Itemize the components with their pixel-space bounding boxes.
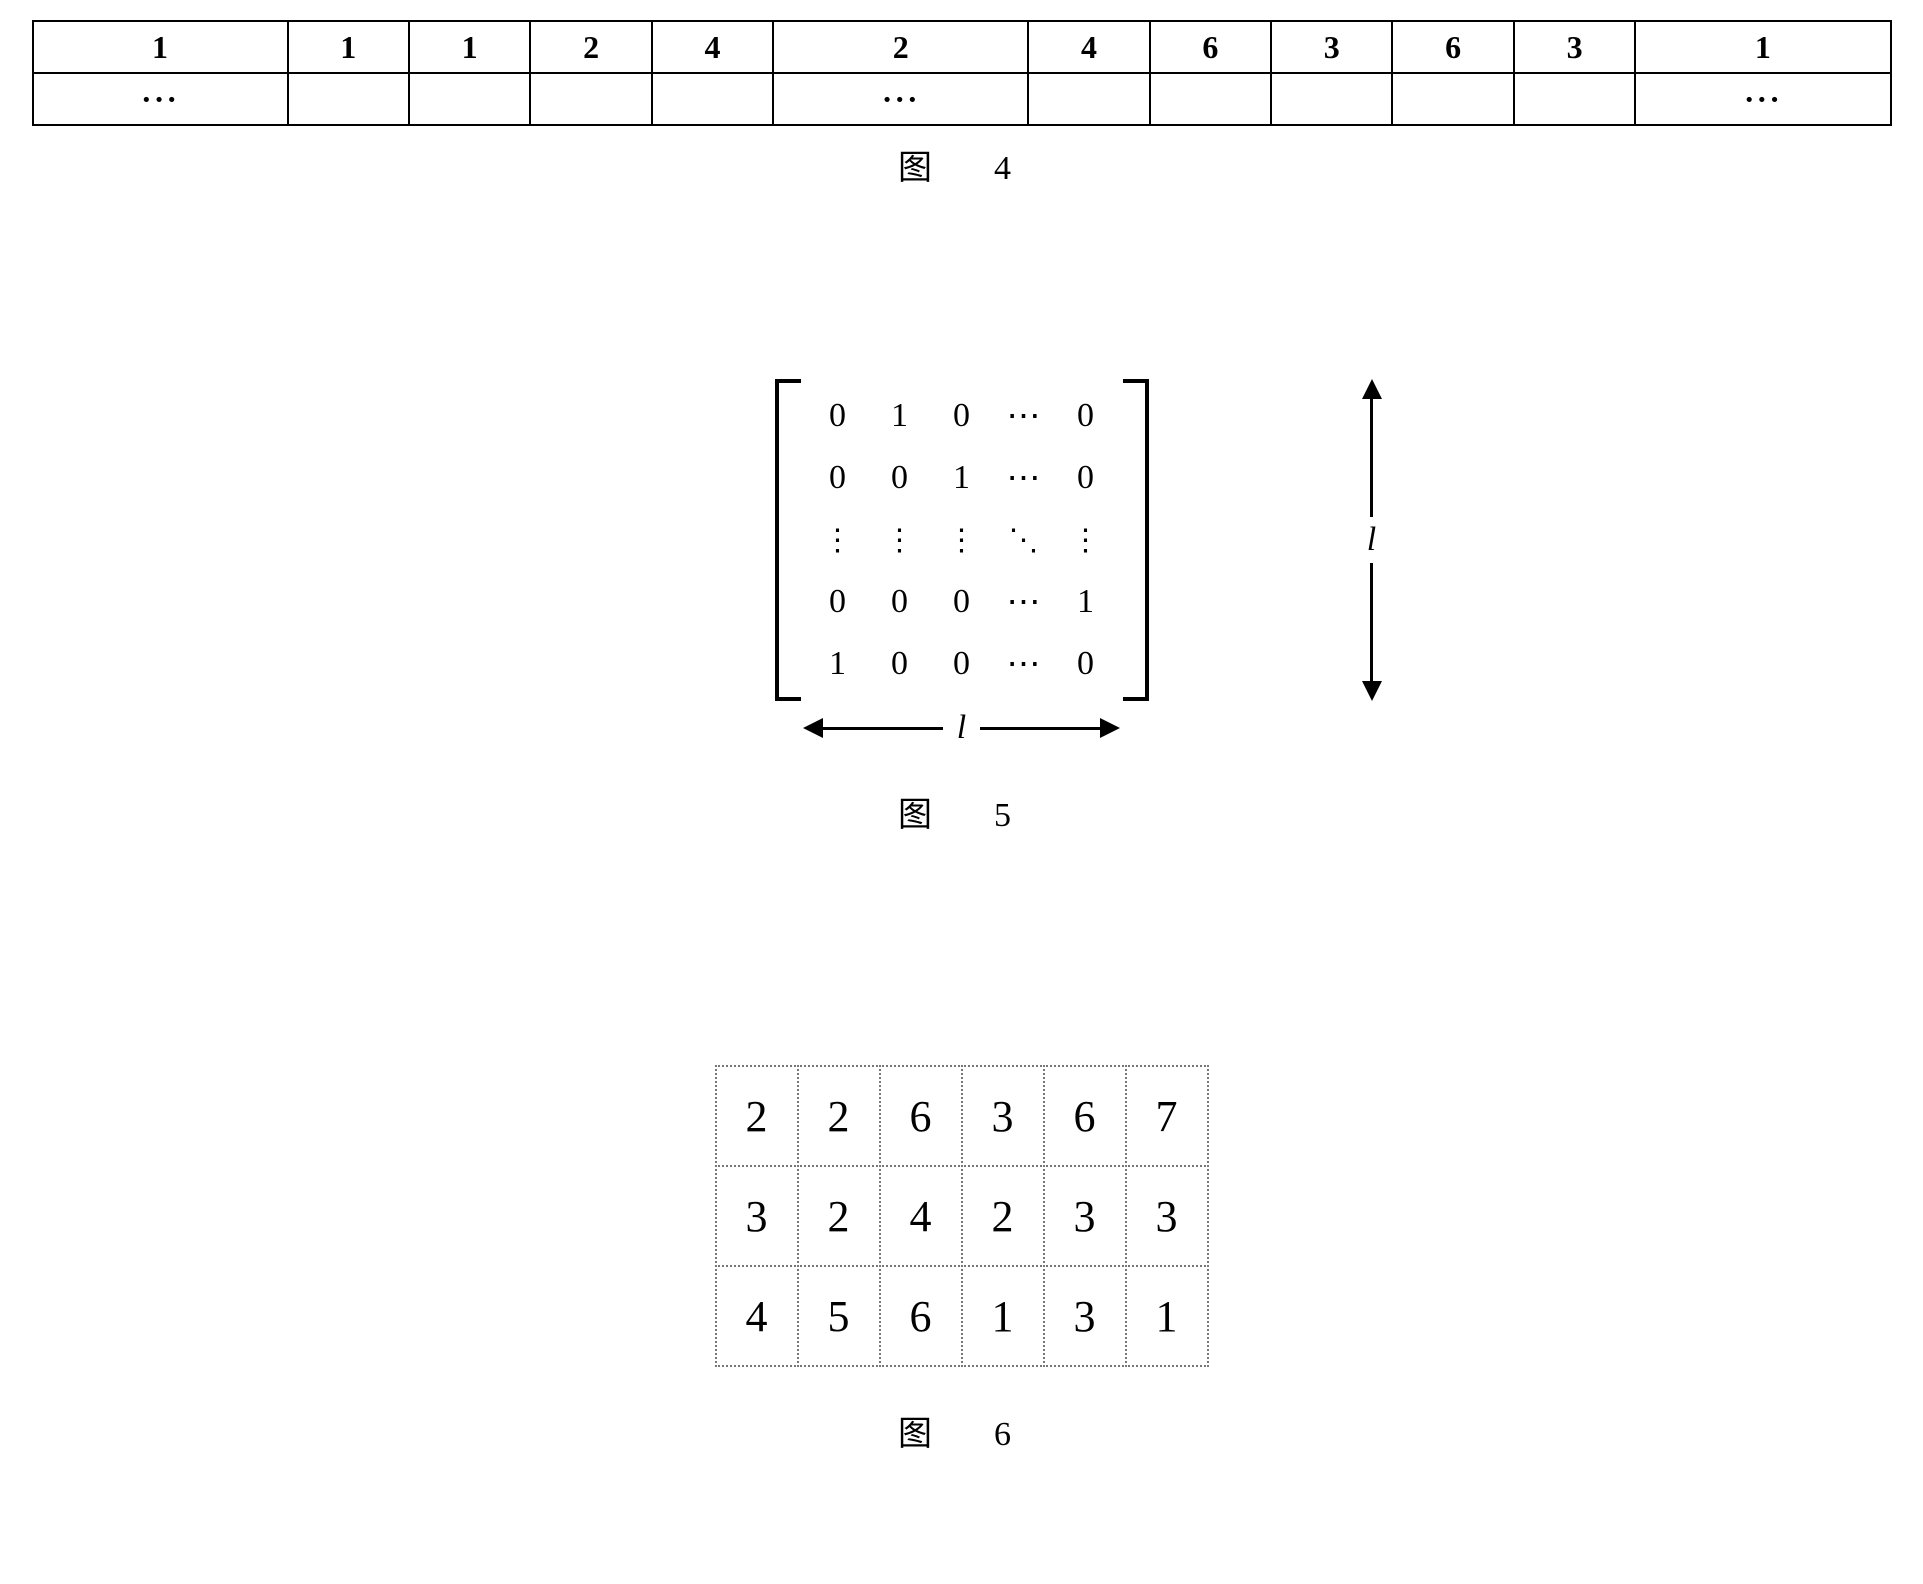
fig4-cell: 1 <box>409 21 530 73</box>
fig6-cell: 3 <box>1125 1165 1209 1267</box>
fig4-cell: 6 <box>1392 21 1513 73</box>
matrix-cell: 0 <box>931 571 993 633</box>
dimension-label: l <box>1367 517 1376 563</box>
fig4-cell <box>652 73 773 125</box>
fig4-cell: 1 <box>1635 21 1890 73</box>
matrix-cell: ⋯ <box>993 633 1055 695</box>
fig4-cell <box>530 73 651 125</box>
arrow-right-icon <box>1100 718 1120 738</box>
fig4-cell: ··· <box>33 73 288 125</box>
matrix-cell: 0 <box>807 385 869 447</box>
right-bracket-icon <box>1127 379 1149 701</box>
fig5-matrix-grid: 0 1 0 ⋯ 0 0 0 1 ⋯ 0 ⋮ ⋮ ⋮ ⋱ ⋮ 0 0 0 ⋯ 1 <box>797 379 1127 701</box>
fig6: 2 2 6 3 6 7 3 2 4 2 3 3 4 5 6 1 3 1 图 6 <box>702 1066 1222 1455</box>
matrix-cell: 1 <box>869 385 931 447</box>
fig6-cell: 6 <box>879 1065 963 1167</box>
fig4-table: 1 1 1 2 4 2 4 6 3 6 3 1 ··· ··· ··· <box>32 20 1892 126</box>
fig5-matrix: 0 1 0 ⋯ 0 0 0 1 ⋯ 0 ⋮ ⋮ ⋮ ⋱ ⋮ 0 0 0 ⋯ 1 <box>612 379 1312 701</box>
matrix-cell: ⋮ <box>1055 509 1117 571</box>
fig4-cell: 3 <box>1271 21 1392 73</box>
fig4-cell <box>1028 73 1149 125</box>
fig4-row1: 1 1 1 2 4 2 4 6 3 6 3 1 <box>33 21 1891 73</box>
fig6-cell: 2 <box>797 1065 881 1167</box>
fig4-cell: 3 <box>1514 21 1635 73</box>
matrix-cell: 0 <box>931 385 993 447</box>
fig4-cell: 2 <box>530 21 651 73</box>
matrix-cell: 0 <box>1055 385 1117 447</box>
fig6-cell: 4 <box>879 1165 963 1267</box>
matrix-cell: 0 <box>869 447 931 509</box>
dimension-label: l <box>943 709 980 747</box>
arrow-down-icon <box>1362 681 1382 701</box>
matrix-cell: ⋱ <box>993 509 1055 571</box>
matrix-cell: 0 <box>869 633 931 695</box>
matrix-cell: ⋮ <box>869 509 931 571</box>
fig6-cell: 4 <box>715 1265 799 1367</box>
fig4-cell <box>1271 73 1392 125</box>
fig5-width-dimension: l <box>612 709 1312 747</box>
fig6-cell: 6 <box>1043 1065 1127 1167</box>
matrix-cell: 1 <box>807 633 869 695</box>
fig4-cell <box>1150 73 1271 125</box>
fig6-caption: 图 6 <box>702 1406 1222 1455</box>
matrix-cell: ⋮ <box>931 509 993 571</box>
fig5-caption: 图 5 <box>612 787 1312 836</box>
dimension-line <box>980 727 1100 730</box>
fig5: 0 1 0 ⋯ 0 0 0 1 ⋯ 0 ⋮ ⋮ ⋮ ⋱ ⋮ 0 0 0 ⋯ 1 <box>612 379 1312 836</box>
arrow-left-icon <box>803 718 823 738</box>
fig6-cell: 2 <box>961 1165 1045 1267</box>
matrix-cell: 0 <box>807 571 869 633</box>
fig6-cell: 5 <box>797 1265 881 1367</box>
fig4-cell: 2 <box>773 21 1028 73</box>
matrix-cell: ⋯ <box>993 447 1055 509</box>
fig4-cell <box>288 73 409 125</box>
fig4-cell <box>1514 73 1635 125</box>
fig6-cell: 3 <box>961 1065 1045 1167</box>
page: 1 1 1 2 4 2 4 6 3 6 3 1 ··· ··· ··· <box>0 0 1923 1515</box>
matrix-cell: 0 <box>1055 447 1117 509</box>
fig6-cell: 3 <box>715 1165 799 1267</box>
left-bracket-icon <box>775 379 797 701</box>
fig4-cell: ··· <box>773 73 1028 125</box>
fig4-cell: 1 <box>288 21 409 73</box>
matrix-cell: 1 <box>931 447 993 509</box>
fig4-cell: 1 <box>33 21 288 73</box>
fig4-cell: ··· <box>1635 73 1890 125</box>
fig4-cell <box>409 73 530 125</box>
matrix-cell: ⋯ <box>993 571 1055 633</box>
matrix-cell: 1 <box>1055 571 1117 633</box>
matrix-cell: 0 <box>869 571 931 633</box>
fig6-cell: 1 <box>961 1265 1045 1367</box>
fig4-cell: 4 <box>652 21 773 73</box>
fig6-cell: 3 <box>1043 1165 1127 1267</box>
matrix-cell: ⋯ <box>993 385 1055 447</box>
dimension-line <box>1370 399 1373 517</box>
fig4-caption: 图 4 <box>10 140 1913 189</box>
fig4-cell: 6 <box>1150 21 1271 73</box>
dimension-line <box>823 727 943 730</box>
fig4-row2: ··· ··· ··· <box>33 73 1891 125</box>
matrix-cell: 0 <box>931 633 993 695</box>
fig6-grid: 2 2 6 3 6 7 3 2 4 2 3 3 4 5 6 1 3 1 <box>716 1066 1208 1366</box>
matrix-cell: 0 <box>1055 633 1117 695</box>
arrow-up-icon <box>1362 379 1382 399</box>
fig6-cell: 3 <box>1043 1265 1127 1367</box>
fig4-cell: 4 <box>1028 21 1149 73</box>
matrix-cell: ⋮ <box>807 509 869 571</box>
fig5-height-dimension: l <box>1362 379 1382 701</box>
fig6-cell: 1 <box>1125 1265 1209 1367</box>
fig6-cell: 2 <box>715 1065 799 1167</box>
dimension-line <box>1370 563 1373 681</box>
fig4-cell <box>1392 73 1513 125</box>
fig6-cell: 6 <box>879 1265 963 1367</box>
fig6-cell: 2 <box>797 1165 881 1267</box>
fig6-cell: 7 <box>1125 1065 1209 1167</box>
matrix-cell: 0 <box>807 447 869 509</box>
